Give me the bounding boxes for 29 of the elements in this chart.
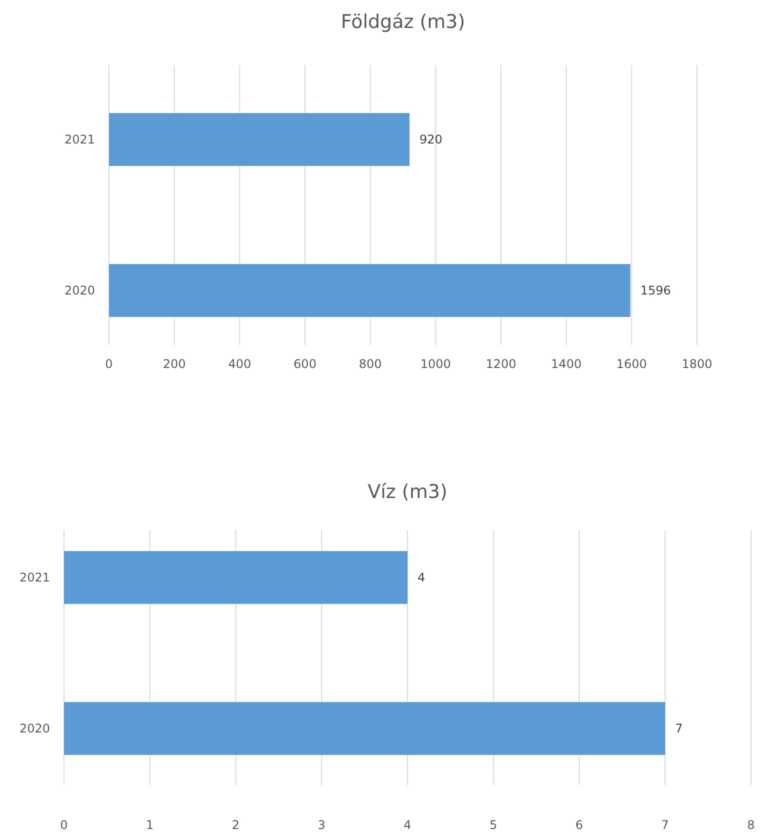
x-tick-label: 0 [105,357,113,371]
y-tick-label: 2021 [64,132,95,146]
x-tick-label: 800 [358,357,382,371]
data-label: 1596 [640,284,671,298]
y-tick-label: 2021 [19,570,50,584]
x-tick-label: 2 [232,818,240,832]
x-tick-label: 400 [228,357,252,371]
x-tick-label: 8 [747,818,755,832]
x-tick-label: 1000 [420,357,451,371]
x-tick-label: 1400 [551,357,582,371]
x-tick-label: 3 [318,818,326,832]
chart-title: Víz (m3) [368,481,448,503]
y-tick-label: 2020 [64,284,95,298]
x-tick-label: 1600 [616,357,647,371]
x-tick-label: 1200 [486,357,516,371]
y-tick-label: 2020 [19,722,50,736]
x-tick-label: 600 [294,357,316,371]
data-label: 4 [418,570,426,584]
x-tick-label: 200 [162,357,186,371]
x-tick-label: 0 [60,818,68,832]
x-tick-label: 5 [490,818,498,832]
x-tick-label: 6 [575,818,584,832]
x-tick-label: 1 [146,818,154,832]
data-label: 7 [675,722,683,736]
data-label: 920 [420,132,442,146]
x-tick-label: 4 [404,818,412,832]
x-tick-label: 1800 [682,357,712,371]
chart-title: Földgáz (m3) [340,11,466,33]
x-tick-label: 7 [661,818,669,832]
